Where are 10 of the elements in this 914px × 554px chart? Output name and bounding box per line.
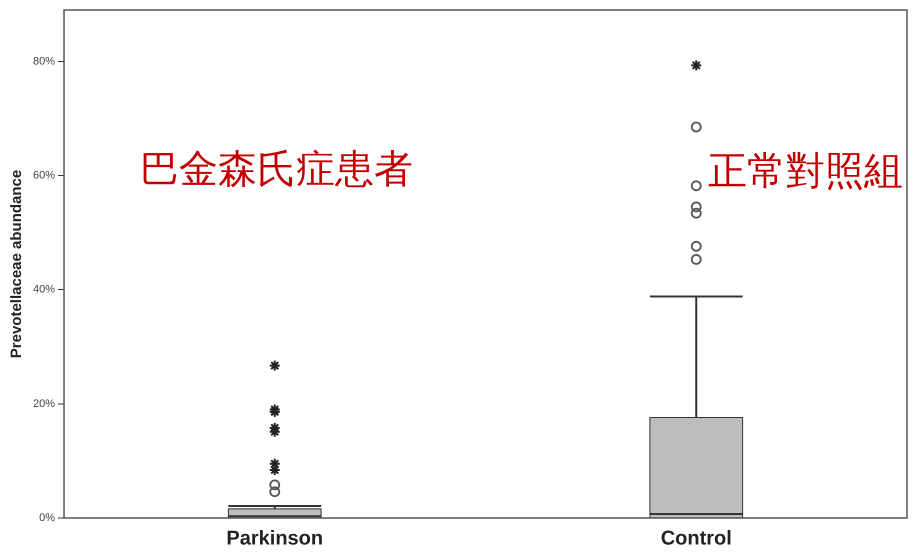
y-tick-label: 60% bbox=[32, 170, 56, 182]
x-tick-label: Parkinson bbox=[226, 528, 324, 550]
annotation: 正常對照組 bbox=[708, 148, 903, 196]
y-tick-label: 80% bbox=[32, 55, 56, 68]
annotation: 巴金森氏症患者 bbox=[140, 146, 413, 194]
y-axis-title: Prevotellaceae abundance bbox=[8, 170, 26, 358]
y-tick-label: 40% bbox=[32, 284, 56, 296]
x-tick-label: Control bbox=[660, 528, 732, 550]
y-tick-label: 20% bbox=[32, 398, 56, 410]
y-tick-label: 0% bbox=[39, 512, 56, 524]
